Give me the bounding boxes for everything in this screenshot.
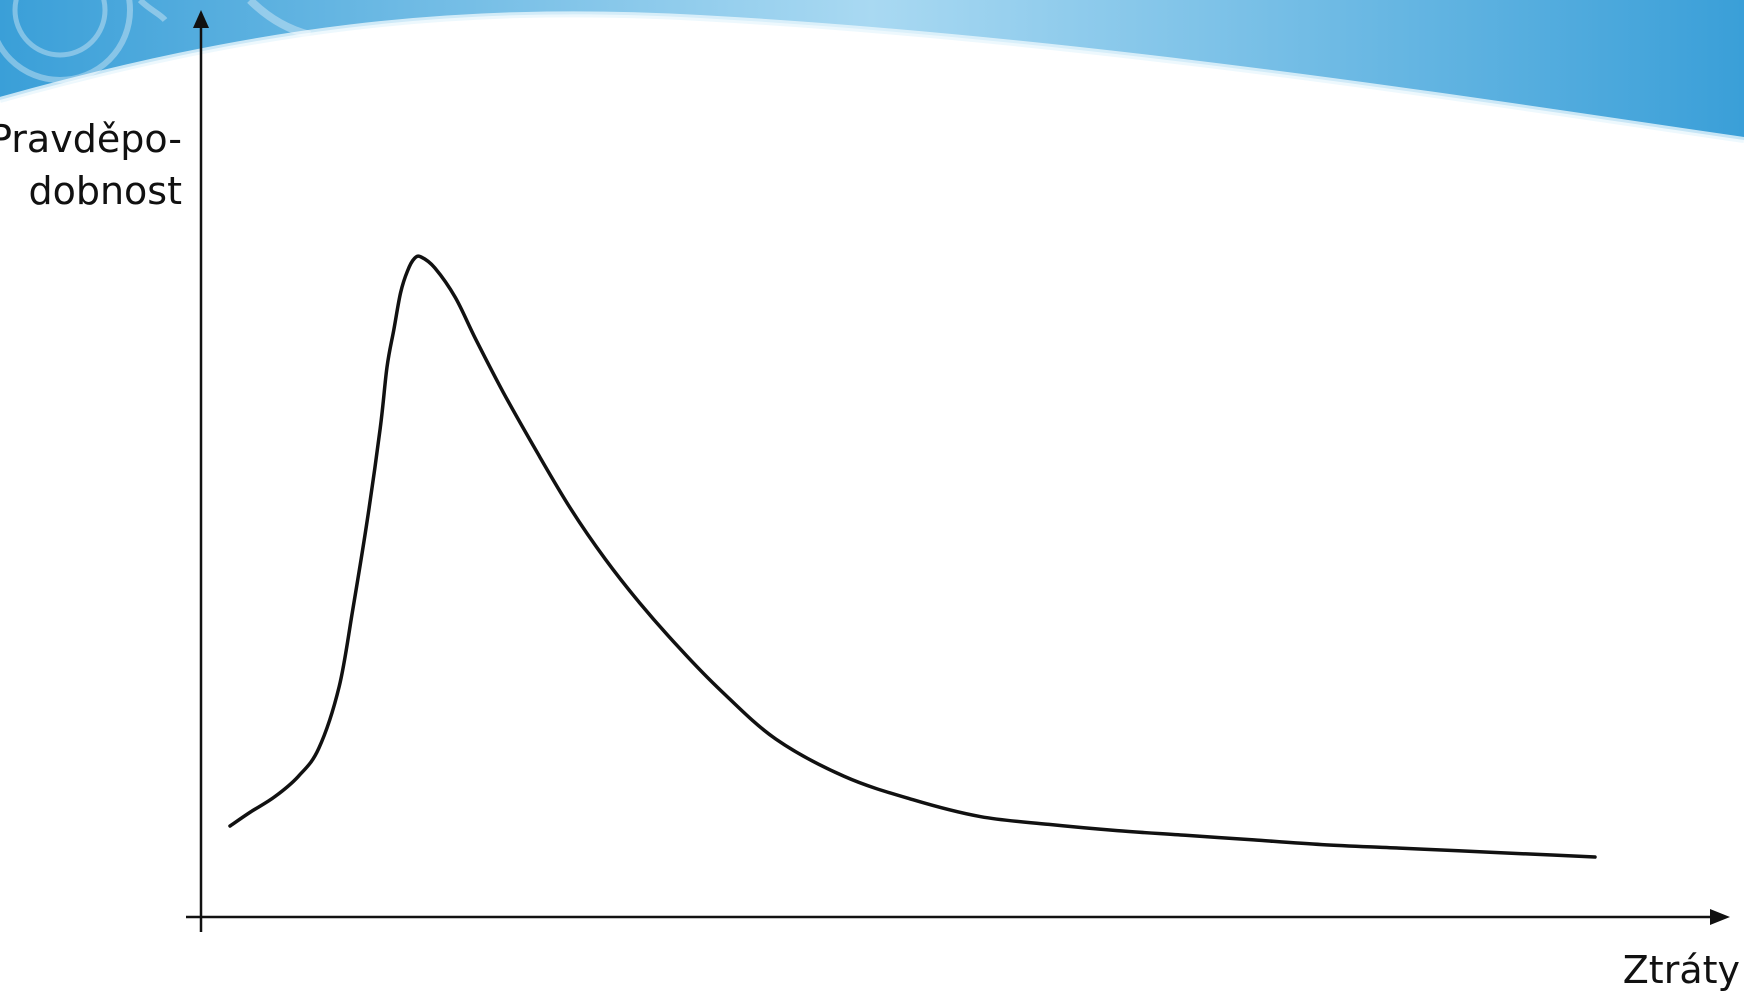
y-axis-arrowhead [193, 10, 209, 28]
y-axis-label-line2: dobnost [28, 169, 182, 213]
x-axis-label: Ztráty [1623, 948, 1740, 992]
y-axis-label-line1: Pravděpo- [0, 117, 182, 161]
x-axis-arrowhead [1710, 909, 1730, 925]
header-wave-shape [0, 0, 1744, 140]
header-wave-highlight [0, 11, 1744, 143]
header-swirl-decoration [0, 0, 312, 83]
series-line [228, 254, 1597, 859]
